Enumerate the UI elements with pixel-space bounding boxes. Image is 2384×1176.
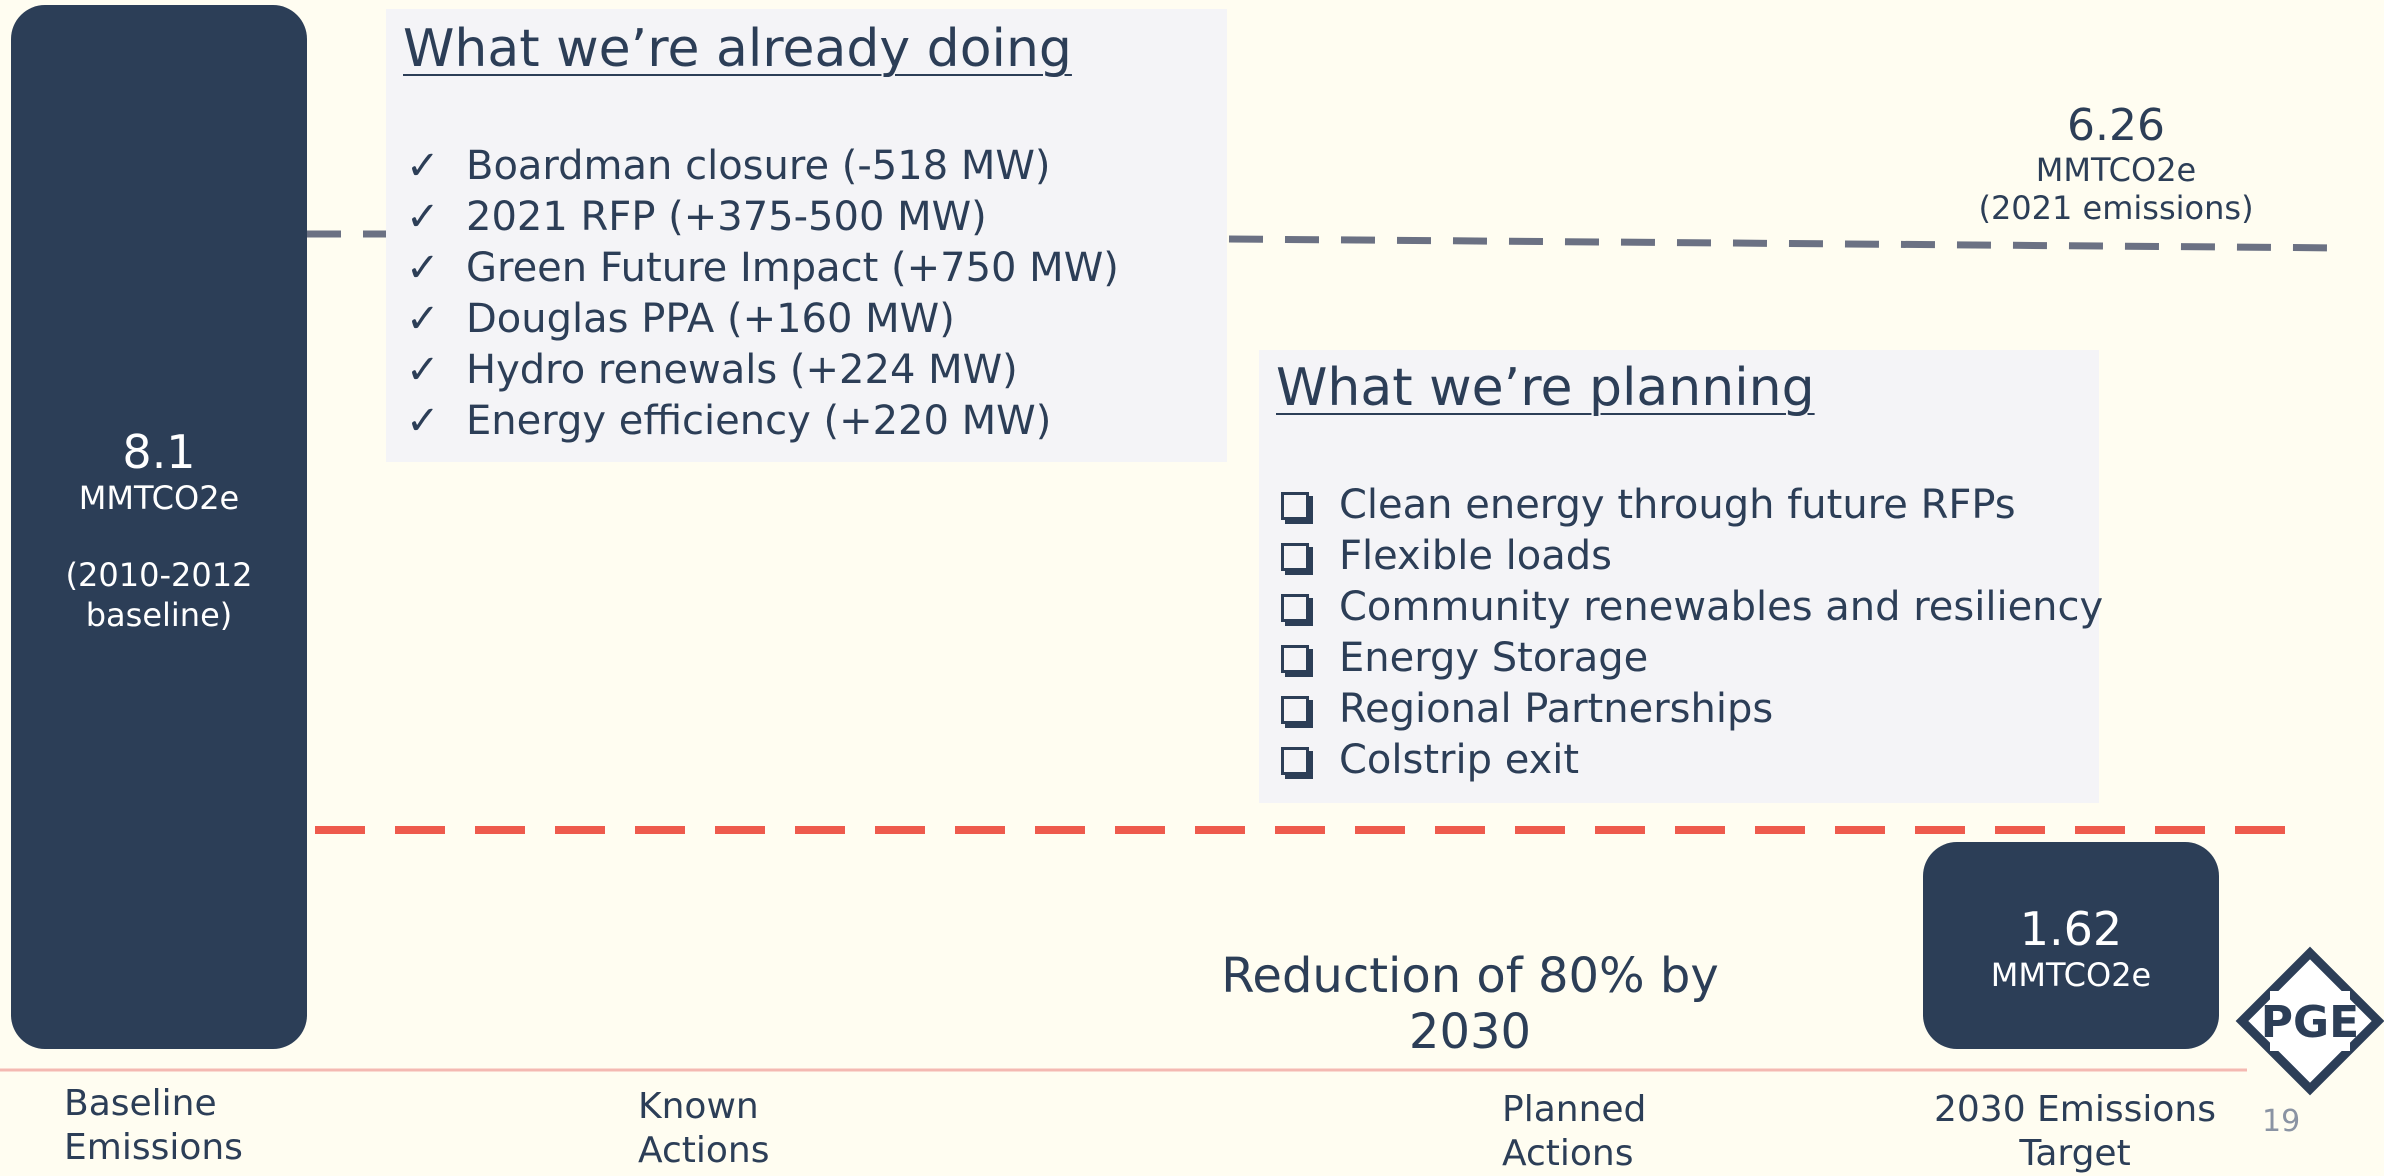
planning-text: Community renewables and resiliency — [1339, 584, 2104, 630]
baseline-value: 8.1 — [122, 425, 196, 479]
planning-text: Colstrip exit — [1339, 737, 1580, 783]
doing-item: ✓ Energy efficiency (+220 MW) — [406, 396, 1227, 447]
planning-text: Flexible loads — [1339, 533, 1612, 579]
logo-text: PGE — [2261, 997, 2359, 1048]
x-label: Planned Actions — [1502, 1089, 1647, 1174]
x-label: Baseline Emissions — [64, 1083, 243, 1168]
checkbox — [1281, 645, 1309, 673]
checkbox — [1281, 696, 1309, 724]
target-value: 1.62 — [2019, 902, 2123, 956]
doing-text: Hydro renewals (+224 MW) — [466, 347, 1018, 393]
doing-item: ✓ Douglas PPA (+160 MW) — [406, 294, 1227, 345]
current-line — [1228, 235, 2349, 252]
planning-item: Flexible loads — [1281, 531, 2099, 582]
planning-item: Clean energy through future RFPs — [1281, 480, 2099, 531]
check-mark: ✓ — [406, 398, 440, 444]
reduction-text: Reduction of 80% by 2030 — [1221, 948, 1719, 1060]
doing-list: ✓ Boardman closure (-518 MW) ✓ 2021 RFP (+3… — [406, 141, 1227, 447]
baseline-bar: 8.1 MMTCO2e (2010-2012 baseline) — [11, 5, 307, 1049]
planning-text: Regional Partnerships — [1339, 686, 1774, 732]
doing-title: What we’re already doing — [403, 19, 1072, 79]
logo: PGE — [2235, 946, 2384, 1096]
current-label: 6.26 MMTCO2e (2021 emissions) — [1966, 100, 2266, 227]
planning-box: What we’re planning Clean energy through… — [1259, 350, 2103, 803]
x-label: Known Actions — [638, 1086, 770, 1171]
doing-text: Boardman closure (-518 MW) — [466, 143, 1051, 189]
x-label: 2030 Emissions Target — [1934, 1089, 2216, 1174]
page-number: 19 — [2262, 1104, 2301, 1139]
planning-text: Energy Storage — [1339, 635, 1649, 681]
doing-item: ✓ Green Future Impact (+750 MW) — [406, 243, 1227, 294]
doing-text: Energy efficiency (+220 MW) — [466, 398, 1052, 444]
planning-item: Energy Storage — [1281, 633, 2099, 684]
check-mark: ✓ — [406, 347, 440, 393]
doing-text: Green Future Impact (+750 MW) — [466, 245, 1119, 291]
checkbox — [1281, 594, 1309, 622]
doing-item: ✓ Boardman closure (-518 MW) — [406, 141, 1227, 192]
planning-item: Regional Partnerships — [1281, 684, 2099, 735]
planning-title: What we’re planning — [1276, 358, 1815, 418]
checkbox — [1281, 492, 1309, 520]
planning-item: Community renewables and resiliency — [1281, 582, 2103, 633]
check-mark: ✓ — [406, 245, 440, 291]
planning-item: Colstrip exit — [1281, 735, 2099, 786]
check-mark: ✓ — [406, 143, 440, 189]
planning-list: Clean energy through future RFPs Flexible… — [1281, 480, 2103, 786]
baseline-note: (2010-2012 baseline) — [65, 556, 253, 634]
doing-item: ✓ 2021 RFP (+375-500 MW) — [406, 192, 1227, 243]
target-bar: 1.62 MMTCO2e — [1923, 842, 2219, 1049]
check-mark: ✓ — [406, 194, 440, 240]
target-unit: MMTCO2e — [1990, 956, 2152, 994]
planning-text: Clean energy through future RFPs — [1339, 482, 2016, 528]
current-unit: MMTCO2e — [2035, 151, 2197, 189]
checkbox — [1281, 747, 1309, 775]
doing-item: ✓ Hydro renewals (+224 MW) — [406, 345, 1227, 396]
baseline-unit: MMTCO2e — [78, 479, 240, 517]
doing-box: What we’re already doing ✓ Boardman closu… — [386, 9, 1227, 462]
doing-text: Douglas PPA (+160 MW) — [466, 296, 955, 342]
current-value: 6.26 — [2067, 100, 2165, 151]
check-mark: ✓ — [406, 296, 440, 342]
checkbox — [1281, 543, 1309, 571]
doing-text: 2021 RFP (+375-500 MW) — [466, 194, 987, 240]
current-note: (2021 emissions) — [1978, 189, 2254, 227]
